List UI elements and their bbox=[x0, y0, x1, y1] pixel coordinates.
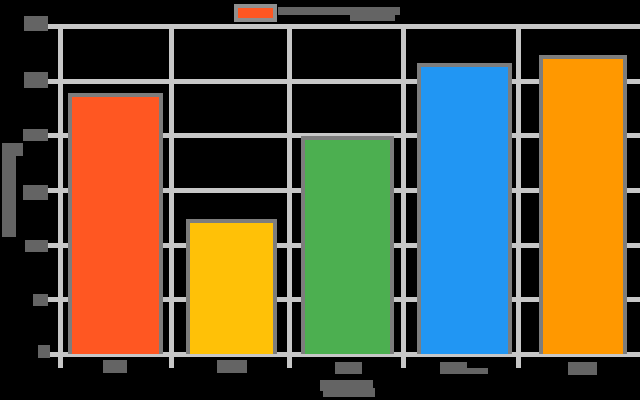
redacted-x-tick-label bbox=[440, 362, 467, 374]
bar-chart bbox=[0, 0, 640, 400]
redacted-y-tick-label bbox=[23, 129, 48, 141]
legend-swatch-icon bbox=[234, 4, 277, 22]
h-gridline bbox=[48, 24, 640, 29]
bar bbox=[417, 63, 512, 354]
bar bbox=[539, 55, 627, 354]
redacted-x-tick-label bbox=[335, 362, 362, 374]
redacted-y-tick-label bbox=[24, 72, 48, 88]
v-gridline bbox=[516, 24, 521, 368]
redacted-x-tick-label bbox=[103, 360, 127, 373]
v-gridline bbox=[287, 24, 292, 368]
y-axis-spine bbox=[58, 24, 63, 368]
redacted-y-axis-label bbox=[16, 143, 23, 156]
redacted-legend-label bbox=[350, 15, 395, 21]
redacted-y-tick-label bbox=[38, 345, 50, 358]
redacted-legend-label bbox=[278, 7, 400, 15]
v-gridline bbox=[169, 24, 174, 368]
redacted-x-tick-label bbox=[467, 368, 488, 374]
redacted-x-tick-label bbox=[217, 360, 247, 373]
v-gridline bbox=[401, 24, 406, 368]
redacted-y-axis-label bbox=[2, 143, 16, 237]
bar bbox=[301, 136, 394, 354]
redacted-y-tick-label bbox=[23, 185, 48, 200]
redacted-y-tick-label bbox=[24, 16, 48, 31]
redacted-y-tick-label bbox=[25, 240, 48, 252]
bar bbox=[68, 93, 163, 354]
redacted-y-tick-label bbox=[33, 294, 48, 306]
bar bbox=[186, 219, 277, 354]
redacted-x-axis-label bbox=[323, 388, 375, 397]
redacted-x-tick-label bbox=[568, 362, 597, 375]
